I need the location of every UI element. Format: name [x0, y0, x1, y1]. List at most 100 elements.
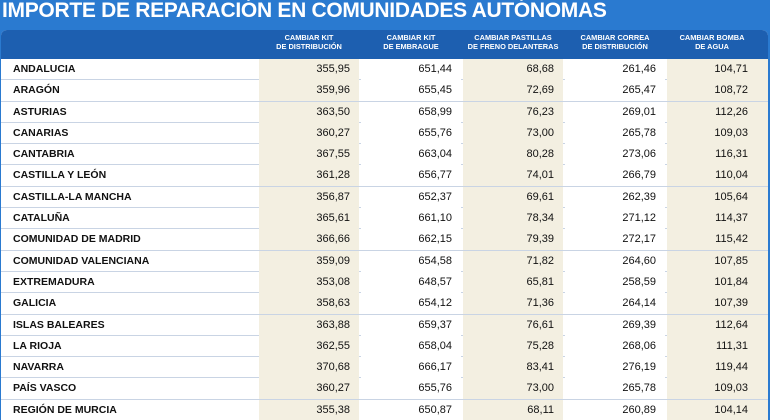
cell-bomba-agua: 109,03: [667, 122, 768, 144]
cell-correa-distribucion: 258,59: [565, 271, 665, 293]
cell-kit-distribucion: 366,66: [259, 229, 359, 251]
region-name: CANARIAS: [13, 126, 69, 139]
column-header-pastillas-freno: CAMBIAR PASTILLAS DE FRENO DELANTERAS: [463, 33, 563, 51]
cell-correa-distribucion: 264,60: [565, 250, 665, 272]
column-header-line: DE DISTRIBUCIÓN: [276, 42, 342, 51]
column-header-line: DE EMBRAGUE: [383, 42, 439, 51]
cell-correa-distribucion: 262,39: [565, 186, 665, 208]
column-header-line: DE AGUA: [695, 42, 729, 51]
column-header-line: CAMBIAR KIT: [284, 33, 334, 42]
region-name: CASTILLA-LA MANCHA: [13, 190, 132, 203]
cell-bomba-agua: 116,31: [667, 144, 768, 166]
region-name: COMUNIDAD DE MADRID: [13, 233, 141, 246]
cell-pastillas-freno: 68,11: [463, 399, 563, 420]
cell-kit-distribucion: 360,27: [259, 122, 359, 144]
cell-pastillas-freno: 79,39: [463, 229, 563, 251]
cell-correa-distribucion: 264,14: [565, 293, 665, 315]
region-name: ASTURIAS: [13, 105, 67, 118]
region-name: PAÍS VASCO: [13, 382, 77, 395]
cell-kit-embrague: 658,99: [361, 101, 461, 123]
cell-bomba-agua: 112,64: [667, 314, 768, 336]
page-title: IMPORTE DE REPARACIÓN EN COMUNIDADES AUT…: [2, 0, 607, 22]
column-header-line: CAMBIAR KIT: [386, 33, 436, 42]
cell-kit-distribucion: 356,87: [259, 186, 359, 208]
region-name: GALICIA: [13, 297, 57, 310]
table-row: CANTABRIA 367,55 663,04 80,28 273,06 116…: [1, 144, 768, 166]
column-header-line: CAMBIAR PASTILLAS: [474, 33, 552, 42]
cell-pastillas-freno: 71,82: [463, 250, 563, 272]
cell-bomba-agua: 104,71: [667, 59, 768, 80]
cell-bomba-agua: 115,42: [667, 229, 768, 251]
cell-kit-embrague: 656,77: [361, 165, 461, 187]
cell-pastillas-freno: 65,81: [463, 271, 563, 293]
table-row: LA RIOJA 362,55 658,04 75,28 268,06 111,…: [1, 335, 768, 358]
region-name: ISLAS BALEARES: [13, 318, 105, 331]
cell-kit-distribucion: 355,38: [259, 399, 359, 420]
column-header-line: DE FRENO DELANTERAS: [467, 42, 559, 51]
cell-bomba-agua: 107,85: [667, 250, 768, 272]
column-header-correa-distribucion: CAMBIAR CORREA DE DISTRIBUCIÓN: [565, 33, 665, 51]
cell-kit-embrague: 662,15: [361, 229, 461, 251]
table-row: PAÍS VASCO 360,27 655,76 73,00 265,78 10…: [1, 378, 768, 400]
cell-correa-distribucion: 268,06: [565, 335, 665, 357]
cell-bomba-agua: 101,84: [667, 271, 768, 293]
region-name: REGIÓN DE MURCIA: [13, 403, 117, 416]
table-row: ANDALUCIA 355,95 651,44 68,68 261,46 104…: [1, 59, 768, 81]
region-name: NAVARRA: [13, 361, 64, 374]
table-header: CAMBIAR KIT DE DISTRIBUCIÓN CAMBIAR KIT …: [1, 30, 768, 59]
table-row: REGIÓN DE MURCIA 355,38 650,87 68,11 260…: [1, 399, 768, 420]
table-row: CATALUÑA 365,61 661,10 78,34 271,12 114,…: [1, 208, 768, 230]
cell-pastillas-freno: 68,68: [463, 59, 563, 80]
table-row: CANARIAS 360,27 655,76 73,00 265,78 109,…: [1, 122, 768, 145]
cell-correa-distribucion: 260,89: [565, 399, 665, 420]
table-row: ISLAS BALEARES 363,88 659,37 76,61 269,3…: [1, 314, 768, 336]
table-row: NAVARRA 370,68 666,17 83,41 276,19 119,4…: [1, 357, 768, 379]
cell-kit-embrague: 663,04: [361, 144, 461, 166]
region-name: ANDALUCIA: [13, 63, 76, 75]
cell-correa-distribucion: 261,46: [565, 59, 665, 80]
cell-bomba-agua: 107,39: [667, 293, 768, 315]
cell-kit-embrague: 652,37: [361, 186, 461, 208]
cell-kit-embrague: 655,76: [361, 378, 461, 400]
region-name: ARAGÓN: [13, 84, 60, 97]
table-body: ANDALUCIA 355,95 651,44 68,68 261,46 104…: [1, 59, 768, 420]
region-name: CATALUÑA: [13, 212, 70, 225]
cell-correa-distribucion: 265,78: [565, 122, 665, 144]
cell-kit-distribucion: 353,08: [259, 271, 359, 293]
cell-bomba-agua: 111,31: [667, 335, 768, 357]
table-row: GALICIA 358,63 654,12 71,36 264,14 107,3…: [1, 293, 768, 315]
column-header-kit-embrague: CAMBIAR KIT DE EMBRAGUE: [361, 33, 461, 51]
cell-kit-distribucion: 367,55: [259, 144, 359, 166]
cell-bomba-agua: 104,14: [667, 399, 768, 420]
cell-pastillas-freno: 74,01: [463, 165, 563, 187]
cell-bomba-agua: 110,04: [667, 165, 768, 187]
region-name: CANTABRIA: [13, 148, 75, 161]
cell-kit-distribucion: 361,28: [259, 165, 359, 187]
cell-bomba-agua: 114,37: [667, 208, 768, 230]
cell-kit-embrague: 654,58: [361, 250, 461, 272]
cell-kit-embrague: 655,76: [361, 122, 461, 144]
table-row: EXTREMADURA 353,08 648,57 65,81 258,59 1…: [1, 271, 768, 294]
cell-bomba-agua: 105,64: [667, 186, 768, 208]
cell-correa-distribucion: 269,01: [565, 101, 665, 123]
cell-pastillas-freno: 75,28: [463, 335, 563, 357]
cell-pastillas-freno: 80,28: [463, 144, 563, 166]
cell-pastillas-freno: 72,69: [463, 80, 563, 102]
cell-pastillas-freno: 71,36: [463, 293, 563, 315]
cell-correa-distribucion: 271,12: [565, 208, 665, 230]
cell-correa-distribucion: 272,17: [565, 229, 665, 251]
cell-kit-embrague: 650,87: [361, 399, 461, 420]
cell-kit-embrague: 648,57: [361, 271, 461, 293]
column-header-line: DE DISTRIBUCIÓN: [582, 42, 648, 51]
column-header-line: CAMBIAR BOMBA: [679, 33, 745, 42]
cell-correa-distribucion: 265,47: [565, 80, 665, 102]
cell-kit-distribucion: 355,95: [259, 59, 359, 80]
cell-pastillas-freno: 76,23: [463, 101, 563, 123]
table-row: CASTILLA-LA MANCHA 356,87 652,37 69,61 2…: [1, 186, 768, 209]
table-row: ASTURIAS 363,50 658,99 76,23 269,01 112,…: [1, 101, 768, 123]
cell-kit-distribucion: 359,96: [259, 80, 359, 102]
table-row: COMUNIDAD DE MADRID 366,66 662,15 79,39 …: [1, 229, 768, 251]
cell-kit-embrague: 659,37: [361, 314, 461, 336]
cell-correa-distribucion: 265,78: [565, 378, 665, 400]
cell-kit-embrague: 658,04: [361, 335, 461, 357]
